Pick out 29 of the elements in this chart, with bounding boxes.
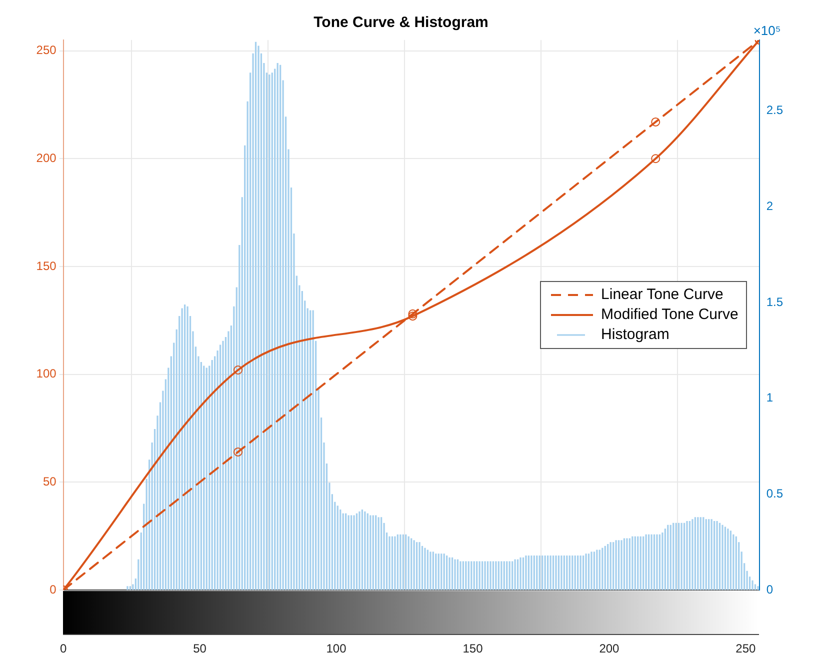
y2-tick-label: 2.5	[766, 103, 784, 118]
point	[651, 154, 660, 164]
y2-tick-label: 0.5	[766, 486, 784, 500]
legend-label: Linear Tone Curve	[601, 285, 724, 305]
y-tick-label: 200	[36, 150, 57, 165]
x-tick-label: 0	[60, 642, 67, 656]
y2-tick-label: 2	[766, 199, 774, 214]
legend-label: Modified Tone Curve	[601, 305, 738, 325]
chart-title: Tone Curve & Histogram	[314, 14, 488, 32]
point	[234, 447, 243, 456]
x-tick-label: 100	[326, 642, 347, 656]
y2-axis-title: ×10⁵	[753, 23, 781, 38]
y-tick-label: 50	[42, 474, 57, 488]
y-tick-label: 250	[36, 43, 57, 58]
y-tick-label: 0	[50, 582, 57, 596]
point	[408, 309, 418, 318]
y2-tick-label: 1	[766, 390, 774, 405]
x-tick-label: 200	[599, 642, 620, 656]
y2-tick-label: 0	[766, 582, 774, 596]
x-tick-label: 150	[462, 642, 484, 656]
y2-tick-label: 1.5	[766, 294, 784, 309]
point	[234, 366, 243, 374]
point	[651, 117, 660, 126]
y-tick-label: 100	[36, 366, 57, 381]
point	[408, 312, 418, 321]
y-tick-label: 150	[36, 258, 57, 273]
x-tick-label: 250	[736, 642, 756, 656]
legend-label: Histogram	[601, 325, 670, 345]
x-tick-label: 50	[193, 642, 207, 656]
